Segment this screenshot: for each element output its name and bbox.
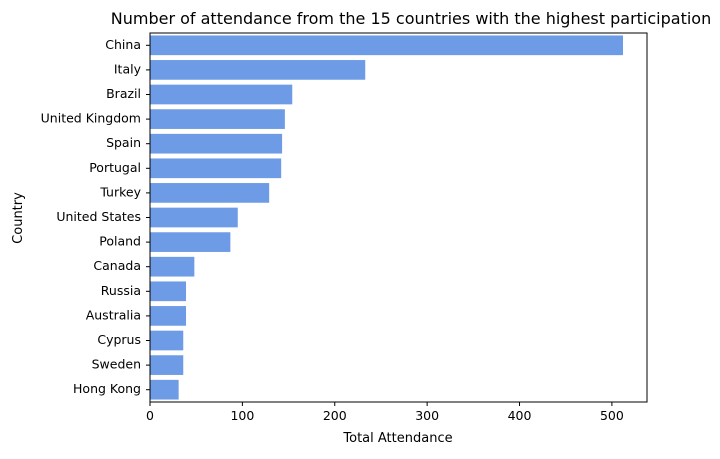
- y-tick-label: Poland: [99, 234, 141, 249]
- y-tick-label: Spain: [106, 135, 141, 150]
- y-tick-label: Cyprus: [97, 332, 141, 347]
- y-tick-label: Turkey: [99, 184, 141, 199]
- x-tick-label: 300: [415, 408, 439, 423]
- x-tick-label: 400: [508, 408, 532, 423]
- bar-canada: [150, 256, 195, 277]
- plot-frame: [149, 32, 648, 403]
- bar-sweden: [150, 355, 184, 375]
- bar-brazil: [150, 84, 293, 105]
- x-axis-ticks: 0 100 200 300 400 500: [146, 402, 624, 423]
- y-axis-label: Country: [11, 192, 26, 244]
- x-tick-label: 500: [600, 408, 624, 423]
- x-axis-label: Total Attendance: [342, 431, 452, 446]
- bar-italy: [150, 60, 366, 80]
- y-tick-label: United States: [56, 209, 141, 224]
- y-tick-label: Hong Kong: [73, 381, 141, 396]
- bar-hong-kong: [150, 379, 179, 400]
- bar-china: [150, 35, 623, 56]
- bars-group: [150, 35, 623, 400]
- chart-title: Number of attendance from the 15 countri…: [111, 9, 711, 28]
- x-tick-label: 100: [230, 408, 254, 423]
- y-tick-label: Brazil: [106, 86, 141, 101]
- bar-australia: [150, 306, 187, 326]
- bar-spain: [150, 133, 283, 154]
- y-tick-label: Canada: [93, 258, 141, 273]
- x-tick-label: 200: [323, 408, 347, 423]
- x-tick-label: 0: [146, 408, 154, 423]
- y-tick-label: Russia: [101, 283, 141, 298]
- y-tick-label: United Kingdom: [41, 111, 141, 126]
- y-tick-label: Italy: [114, 61, 142, 76]
- bar-cyprus: [150, 330, 184, 351]
- bar-turkey: [150, 183, 270, 203]
- y-axis-ticks: China Italy Brazil United Kingdom Spain Portu…: [41, 37, 150, 396]
- bar-united-kingdom: [150, 109, 285, 129]
- bar-portugal: [150, 158, 282, 179]
- y-tick-label: China: [105, 37, 141, 52]
- y-tick-label: Portugal: [89, 160, 141, 175]
- bar-poland: [150, 232, 231, 252]
- y-tick-label: Sweden: [92, 357, 141, 372]
- bar-russia: [150, 281, 187, 302]
- y-tick-label: Australia: [86, 307, 141, 322]
- bar-united-states: [150, 207, 238, 228]
